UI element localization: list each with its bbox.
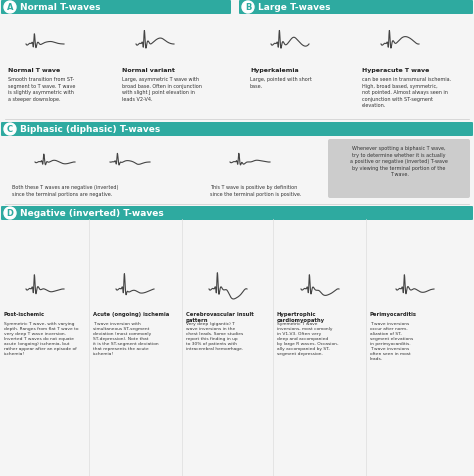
Text: Both these T waves are negative (inverted)
since the terminal portions are negat: Both these T waves are negative (inverte…	[12, 185, 118, 196]
Text: Normal T wave: Normal T wave	[8, 68, 60, 73]
Circle shape	[4, 208, 16, 219]
Circle shape	[242, 2, 254, 14]
FancyBboxPatch shape	[1, 123, 473, 137]
FancyBboxPatch shape	[1, 1, 231, 15]
Text: This T wave is positive by definition
since the terminal portion is positive.: This T wave is positive by definition si…	[210, 185, 301, 196]
Text: A: A	[7, 3, 13, 12]
Text: Hypertrophic
cardiomyopathy: Hypertrophic cardiomyopathy	[277, 311, 325, 323]
Text: Large, pointed with short
base.: Large, pointed with short base.	[250, 77, 312, 89]
Text: Normal variant: Normal variant	[122, 68, 175, 73]
Text: Large, asymmetric T wave with
broad base. Often in conjunction
with slight J poi: Large, asymmetric T wave with broad base…	[122, 77, 202, 101]
Text: Perimyocarditis: Perimyocarditis	[370, 311, 417, 317]
Text: Symmetric T wave
inversions, most comonly
in V1-V3. Often very
deep and accompan: Symmetric T wave inversions, most comonl…	[277, 321, 338, 356]
Text: Post-ischemic: Post-ischemic	[4, 311, 45, 317]
Text: D: D	[7, 209, 13, 218]
Text: Very deep (gigantic) T
wave inversions in the
chest leads. Some studies
report t: Very deep (gigantic) T wave inversions i…	[186, 321, 243, 350]
FancyBboxPatch shape	[239, 1, 473, 15]
Text: Cerebrovascular insult
pattern: Cerebrovascular insult pattern	[186, 311, 254, 323]
Text: Smooth transition from ST-
segment to T wave. T wave
is slightly asymmetric with: Smooth transition from ST- segment to T …	[8, 77, 75, 101]
Text: C: C	[7, 125, 13, 134]
Text: B: B	[245, 3, 251, 12]
Text: Symmetric T wave, with varying
depth. Ranges from flat T wave to
very deep T wav: Symmetric T wave, with varying depth. Ra…	[4, 321, 79, 356]
Text: can be seen in transmural ischemia.
High, broad based, symmetric,
not pointed. A: can be seen in transmural ischemia. High…	[362, 77, 451, 108]
Text: Normal T-waves: Normal T-waves	[20, 3, 100, 12]
FancyBboxPatch shape	[1, 207, 473, 220]
Circle shape	[4, 2, 16, 14]
Text: Biphasic (diphasic) T-waves: Biphasic (diphasic) T-waves	[20, 125, 160, 134]
Text: Hyperkalemia: Hyperkalemia	[250, 68, 299, 73]
Text: Whenever spotting a biphasic T wave,
try to determine whether it is actually
a p: Whenever spotting a biphasic T wave, try…	[350, 146, 448, 177]
Text: Acute (ongoing) ischemia: Acute (ongoing) ischemia	[93, 311, 169, 317]
Text: Negative (inverted) T-waves: Negative (inverted) T-waves	[20, 209, 164, 218]
FancyBboxPatch shape	[328, 140, 470, 198]
Text: T wave inversion with
simultaneous ST-segment
deviation (most commonly
ST-depres: T wave inversion with simultaneous ST-se…	[93, 321, 159, 356]
Text: Large T-waves: Large T-waves	[258, 3, 330, 12]
Text: T wave inversions
occur after norm-
alization of ST-
segment elevations
in perim: T wave inversions occur after norm- aliz…	[370, 321, 413, 361]
Circle shape	[4, 124, 16, 136]
Text: Hyperacute T wave: Hyperacute T wave	[362, 68, 429, 73]
